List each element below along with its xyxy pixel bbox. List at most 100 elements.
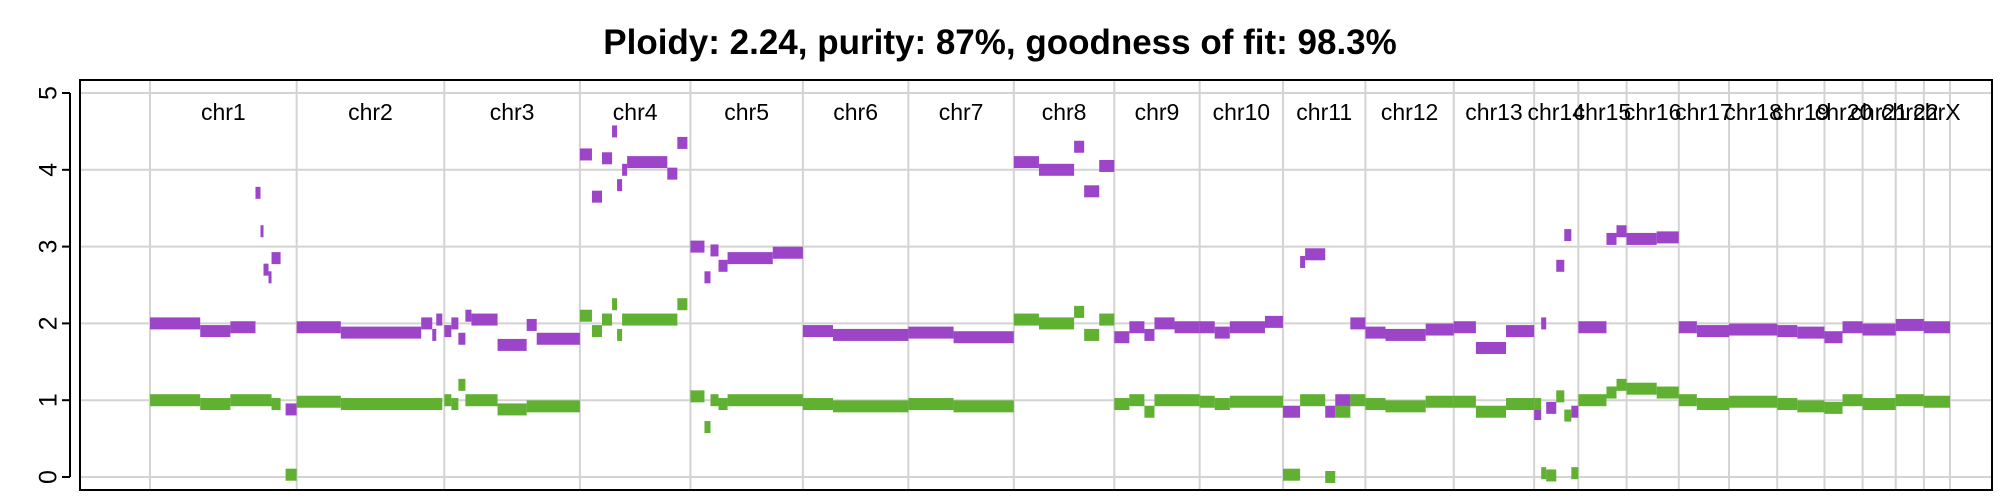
copy-number-segment <box>1777 398 1798 411</box>
y-tick-label: 1 <box>35 393 63 407</box>
chromosome-label: chr1 <box>201 99 246 125</box>
copy-number-segment <box>285 468 297 481</box>
copy-number-segment <box>677 298 688 311</box>
copy-number-segment <box>296 321 341 334</box>
copy-number-segment <box>1174 321 1200 334</box>
copy-number-segment <box>1696 325 1730 338</box>
copy-number-segment <box>271 398 281 411</box>
copy-number-segment <box>458 332 466 345</box>
copy-number-segment <box>436 313 443 326</box>
copy-number-segment <box>1616 225 1627 238</box>
copy-number-segment <box>451 398 459 411</box>
chromosome-label: chr18 <box>1724 99 1782 125</box>
copy-number-segment <box>1099 313 1115 326</box>
copy-number-segment <box>1475 405 1507 418</box>
copy-number-segment <box>1678 394 1697 407</box>
chromosome-label: chr22 <box>1881 99 1939 125</box>
copy-number-segment <box>1556 259 1565 272</box>
y-tick-label: 3 <box>35 240 63 254</box>
copy-number-segment <box>1564 409 1572 422</box>
copy-number-segment <box>271 252 281 265</box>
copy-number-segment <box>710 244 719 257</box>
copy-number-segment <box>1541 317 1547 330</box>
copy-number-segment <box>1264 315 1284 328</box>
chromosome-label: chr20 <box>1815 99 1873 125</box>
copy-number-segment <box>1144 405 1155 418</box>
segments-layer <box>150 125 1950 483</box>
copy-number-segment <box>690 240 705 253</box>
copy-number-segment <box>1453 321 1476 334</box>
chromosome-label: chr4 <box>613 99 658 125</box>
copy-number-segment <box>1578 321 1607 334</box>
copy-number-segment <box>1895 318 1924 331</box>
copy-number-segment <box>260 225 264 238</box>
copy-number-segment <box>458 378 466 391</box>
chromosome-label: chr8 <box>1042 99 1087 125</box>
copy-number-segment <box>1571 467 1579 480</box>
copy-number-segment <box>1729 323 1778 336</box>
copy-number-segment <box>802 325 834 338</box>
copy-number-segment <box>727 394 803 407</box>
copy-number-segment <box>908 326 954 339</box>
copy-number-segment <box>690 390 705 403</box>
copy-number-segment <box>1626 382 1657 395</box>
copy-number-segment <box>526 318 537 331</box>
copy-number-segment <box>710 394 719 407</box>
copy-number-segment <box>1475 341 1507 354</box>
copy-number-segment <box>1013 313 1039 326</box>
copy-number-segment <box>1626 232 1657 245</box>
copy-number-segment <box>444 394 452 407</box>
copy-number-segment <box>263 263 269 276</box>
copy-number-segment <box>230 394 261 407</box>
copy-number-segment <box>200 325 231 338</box>
copy-number-segment <box>802 398 834 411</box>
copy-number-segment <box>1154 394 1200 407</box>
copy-number-segment <box>1564 229 1572 242</box>
copy-number-segment <box>1300 255 1306 268</box>
copy-number-segment <box>1556 390 1565 403</box>
chromosome-label: chr21 <box>1850 99 1908 125</box>
chromosome-label: chr6 <box>833 99 878 125</box>
total-copy-number-series <box>150 125 1950 421</box>
copy-number-segment <box>1350 317 1366 330</box>
copy-number-segment <box>602 313 613 326</box>
copy-number-segment <box>465 309 472 322</box>
copy-number-segment <box>1335 405 1351 418</box>
copy-number-segment <box>451 317 459 330</box>
copy-number-segment <box>579 309 592 322</box>
minor-copy-number-series <box>150 298 1950 483</box>
copy-number-segment <box>260 394 272 407</box>
copy-number-segment <box>579 148 592 161</box>
copy-number-segment <box>1335 394 1351 407</box>
copy-number-segment <box>1895 394 1924 407</box>
chromosome-label: chr7 <box>939 99 984 125</box>
copy-number-segment <box>340 326 422 339</box>
y-tick-label: 0 <box>35 470 63 484</box>
copy-number-segment <box>1571 405 1579 418</box>
copy-number-segment <box>1214 326 1230 339</box>
copy-number-segment <box>1129 394 1145 407</box>
copy-number-segment <box>1824 331 1843 344</box>
copy-number-segment <box>617 179 623 192</box>
copy-number-segment <box>704 421 711 434</box>
chart-title: Ploidy: 2.24, purity: 87%, goodness of f… <box>603 23 1397 62</box>
copy-number-segment <box>627 156 668 169</box>
chromosome-label: chr17 <box>1675 99 1733 125</box>
copy-number-segment <box>1229 395 1284 408</box>
copy-number-segment <box>230 321 256 334</box>
copy-number-segment <box>833 328 909 341</box>
copy-number-segment <box>1199 395 1215 408</box>
chromosome-label: chr3 <box>490 99 535 125</box>
copy-number-segment <box>1283 468 1301 481</box>
copy-number-segment <box>526 400 580 413</box>
copy-number-segment <box>1777 325 1798 338</box>
copy-number-segment <box>617 328 623 341</box>
copy-number-segment <box>1797 400 1825 413</box>
copy-number-segment <box>536 332 580 345</box>
chromosome-label: chr12 <box>1381 99 1439 125</box>
copy-number-segment <box>591 325 603 338</box>
chromosome-label: chr5 <box>724 99 769 125</box>
copy-number-segment <box>1842 321 1863 334</box>
y-axis: 0 1 2 3 4 5 <box>35 86 71 484</box>
